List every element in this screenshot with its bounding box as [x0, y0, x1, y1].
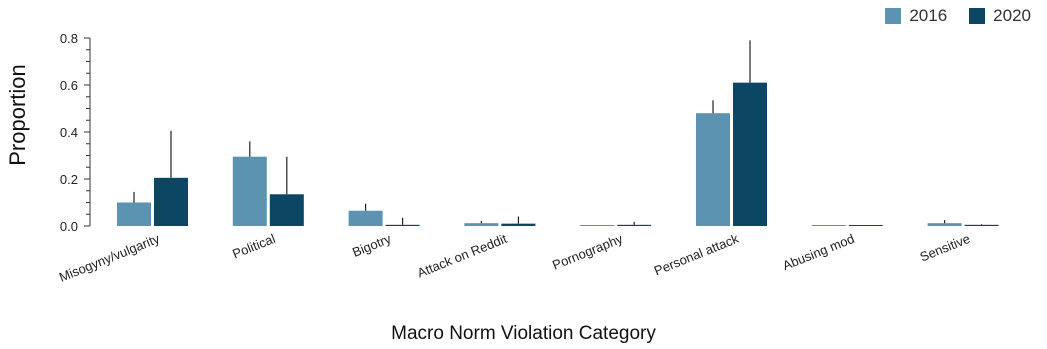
- x-axis-title: Macro Norm Violation Category: [391, 323, 656, 344]
- legend-swatch-2020: [969, 8, 986, 24]
- y-tick-label: 0.8: [60, 31, 78, 46]
- chart-legend: 2016 2020: [885, 6, 1031, 26]
- x-tick-label: Attack on Reddit: [415, 231, 509, 281]
- bar-2016-6: [811, 225, 846, 226]
- bar-2020-2: [385, 224, 420, 226]
- y-tick-label: 0.4: [60, 125, 78, 140]
- bar-2020-5: [733, 82, 767, 227]
- y-tick-label: 0.0: [60, 219, 78, 234]
- bar-2020-3: [501, 223, 536, 226]
- bar-2016-5: [696, 113, 730, 226]
- bar-2016-0: [117, 202, 151, 226]
- x-tick-label: Personal attack: [652, 231, 741, 279]
- x-tick-label: Bigotry: [350, 231, 394, 260]
- legend-swatch-2016: [885, 8, 902, 24]
- bar-2016-2: [348, 210, 383, 226]
- bar-2020-7: [964, 224, 999, 226]
- x-tick-label: Abusing mod: [780, 231, 856, 273]
- x-tick-label: Political: [230, 231, 277, 262]
- bar-2020-0: [154, 177, 188, 226]
- bar-2016-7: [927, 223, 962, 226]
- legend-label-2016: 2016: [909, 6, 948, 25]
- x-tick-label: Sensitive: [918, 231, 973, 265]
- bar-2020-6: [848, 225, 883, 226]
- legend-item-2020: 2020: [969, 6, 1031, 26]
- bar-2020-4: [617, 224, 652, 226]
- x-tick-label: Misogyny/vulgarity: [57, 231, 162, 285]
- x-tick-label: Pornography: [550, 231, 625, 273]
- legend-label-2020: 2020: [993, 6, 1031, 25]
- bar-2016-1: [232, 156, 267, 226]
- y-tick-label: 0.2: [60, 172, 78, 187]
- bar-2020-1: [269, 194, 304, 226]
- y-tick-label: 0.6: [60, 78, 78, 93]
- bar-2016-4: [580, 225, 615, 226]
- legend-item-2016: 2016: [885, 6, 947, 26]
- bar-2016-3: [464, 223, 499, 226]
